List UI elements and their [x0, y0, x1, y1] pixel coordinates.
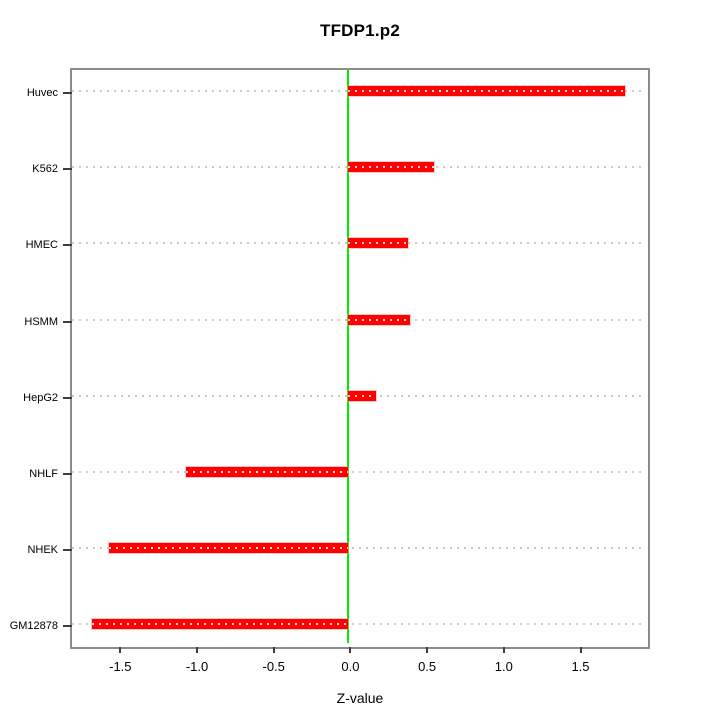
x-axis-tick [349, 647, 352, 653]
bar-nhlf [185, 467, 349, 477]
y-category-label: Huvec [26, 87, 58, 99]
plot-area [70, 68, 650, 649]
x-tick-label: 0.0 [341, 659, 360, 674]
y-axis-tick [63, 168, 72, 171]
category-gridline [72, 623, 644, 626]
bar-gm12878 [92, 619, 349, 630]
x-tick-label: 0.5 [418, 659, 437, 674]
x-tick-label: -1.0 [185, 659, 209, 674]
bar-hsmm [348, 314, 410, 325]
x-axis-label: Z-value [336, 690, 384, 706]
y-axis-tick [63, 244, 72, 247]
bar-center-dots [348, 90, 625, 92]
chart-title: TFDP1.p2 [319, 21, 400, 40]
x-axis-tick [196, 647, 199, 653]
y-axis-tick [63, 549, 72, 552]
bar-huvec [348, 86, 625, 96]
x-tick-label: 1.0 [494, 659, 513, 674]
zero-reference-line [347, 70, 350, 643]
x-axis-tick [272, 647, 275, 653]
y-category-label: NHLF [29, 468, 58, 480]
x-axis-tick [502, 647, 505, 653]
y-category-label: K562 [32, 163, 58, 176]
x-axis-tick [119, 647, 122, 653]
y-axis-tick [63, 473, 72, 475]
bar-center-dots [185, 471, 349, 473]
y-category-label: HSMM [24, 315, 58, 328]
bar-center-dots [348, 242, 409, 245]
bar-center-dots [348, 394, 377, 397]
bar-center-dots [109, 547, 349, 550]
y-category-label: HMEC [25, 239, 58, 252]
bar-k562 [348, 162, 435, 173]
x-tick-label: -1.5 [109, 659, 132, 674]
y-category-label: NHEK [27, 544, 58, 557]
bar-center-dots [92, 623, 349, 626]
category-gridline [72, 471, 644, 473]
bar-center-dots [348, 318, 410, 321]
y-axis-tick [63, 396, 72, 399]
y-axis-tick [63, 320, 72, 323]
x-tick-label: 1.5 [571, 659, 590, 674]
bar-center-dots [348, 166, 435, 169]
y-axis-tick [63, 92, 72, 94]
y-category-label: GM12878 [9, 620, 58, 633]
x-tick-label: -0.5 [262, 659, 285, 674]
bar-hmec [348, 238, 409, 249]
x-axis-tick [426, 647, 429, 653]
bar-nhek [109, 543, 349, 554]
x-axis-tick [579, 647, 582, 653]
category-gridline [72, 547, 644, 550]
y-category-label: HepG2 [23, 391, 58, 404]
bar-hepg2 [348, 390, 377, 401]
y-axis-tick [63, 625, 72, 628]
